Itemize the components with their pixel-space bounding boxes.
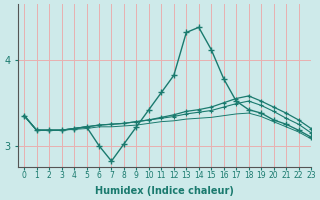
X-axis label: Humidex (Indice chaleur): Humidex (Indice chaleur) bbox=[95, 186, 234, 196]
